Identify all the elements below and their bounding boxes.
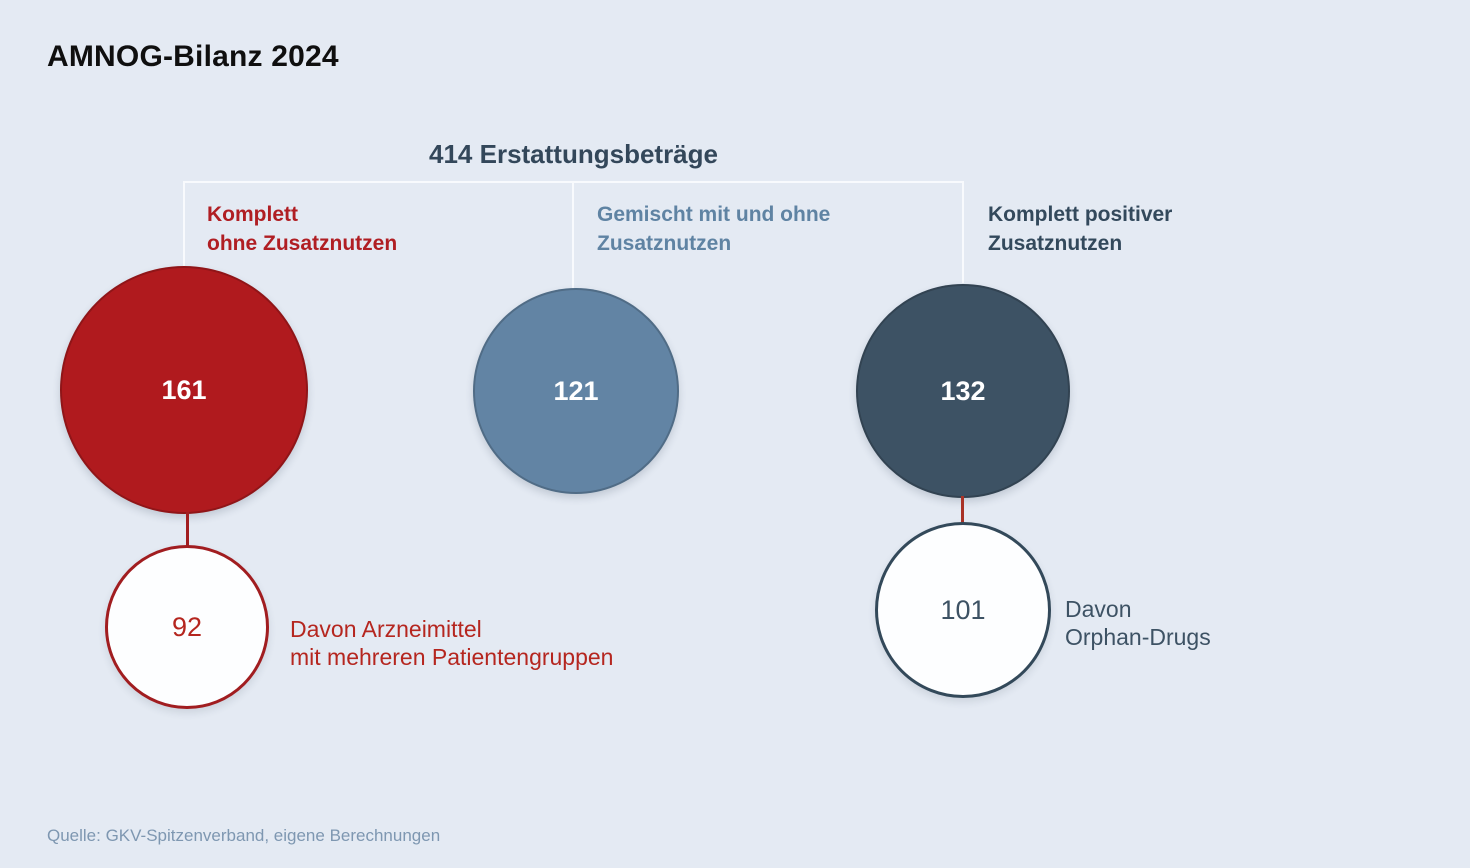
category-heading-no-benefit: Komplett ohne Zusatznutzen <box>207 201 397 259</box>
category-heading-mixed-benefit: Gemischt mit und ohne Zusatznutzen <box>597 201 830 259</box>
bubble-value: 132 <box>940 375 986 406</box>
page-title: AMNOG-Bilanz 2024 <box>47 40 339 73</box>
sub-label-line: Davon Arzneimittel <box>290 616 482 642</box>
category-heading-line: Komplett <box>207 203 298 226</box>
category-heading-line: Zusatznutzen <box>988 231 1123 255</box>
sub-bubble-multiple-patient-groups: 92 <box>105 545 269 709</box>
category-heading-positive-benefit: Komplett positiver Zusatznutzen <box>988 201 1172 259</box>
bubble-mixed-benefit: 121 <box>473 288 679 494</box>
bracket-vertical-line-middle <box>572 181 574 290</box>
sub-bubble-label-multiple-patient-groups: Davon Arzneimittel mit mehreren Patiente… <box>290 615 613 671</box>
sub-bubble-orphan-drugs: 101 <box>875 522 1051 698</box>
sub-bubble-label-orphan-drugs: Davon Orphan-Drugs <box>1065 595 1211 651</box>
sub-label-line: mit mehreren Patientengruppen <box>290 644 614 671</box>
sub-bubble-value: 101 <box>940 594 986 625</box>
connector-positive-benefit-sub <box>961 496 964 525</box>
sub-label-line: Davon <box>1065 596 1132 622</box>
bracket-vertical-line-right <box>962 181 964 283</box>
category-heading-line: Gemischt mit und ohne <box>597 203 831 226</box>
source-note: Quelle: GKV-Spitzenverband, eigene Berec… <box>47 826 441 845</box>
category-heading-line: ohne Zusatznutzen <box>207 231 398 255</box>
bubble-value: 121 <box>553 375 599 406</box>
sub-label-line: Orphan-Drugs <box>1065 624 1211 651</box>
bubble-positive-benefit: 132 <box>856 284 1070 498</box>
bubble-value: 161 <box>161 374 207 405</box>
category-heading-line: Komplett positiver <box>988 203 1173 226</box>
connector-no-benefit-sub <box>186 512 189 548</box>
bubble-no-benefit: 161 <box>60 266 308 514</box>
chart-title: 414 Erstattungsbeträge <box>429 139 718 169</box>
category-heading-line: Zusatznutzen <box>597 231 732 255</box>
sub-bubble-value: 92 <box>171 611 203 642</box>
bracket-vertical-line-left <box>183 181 185 268</box>
